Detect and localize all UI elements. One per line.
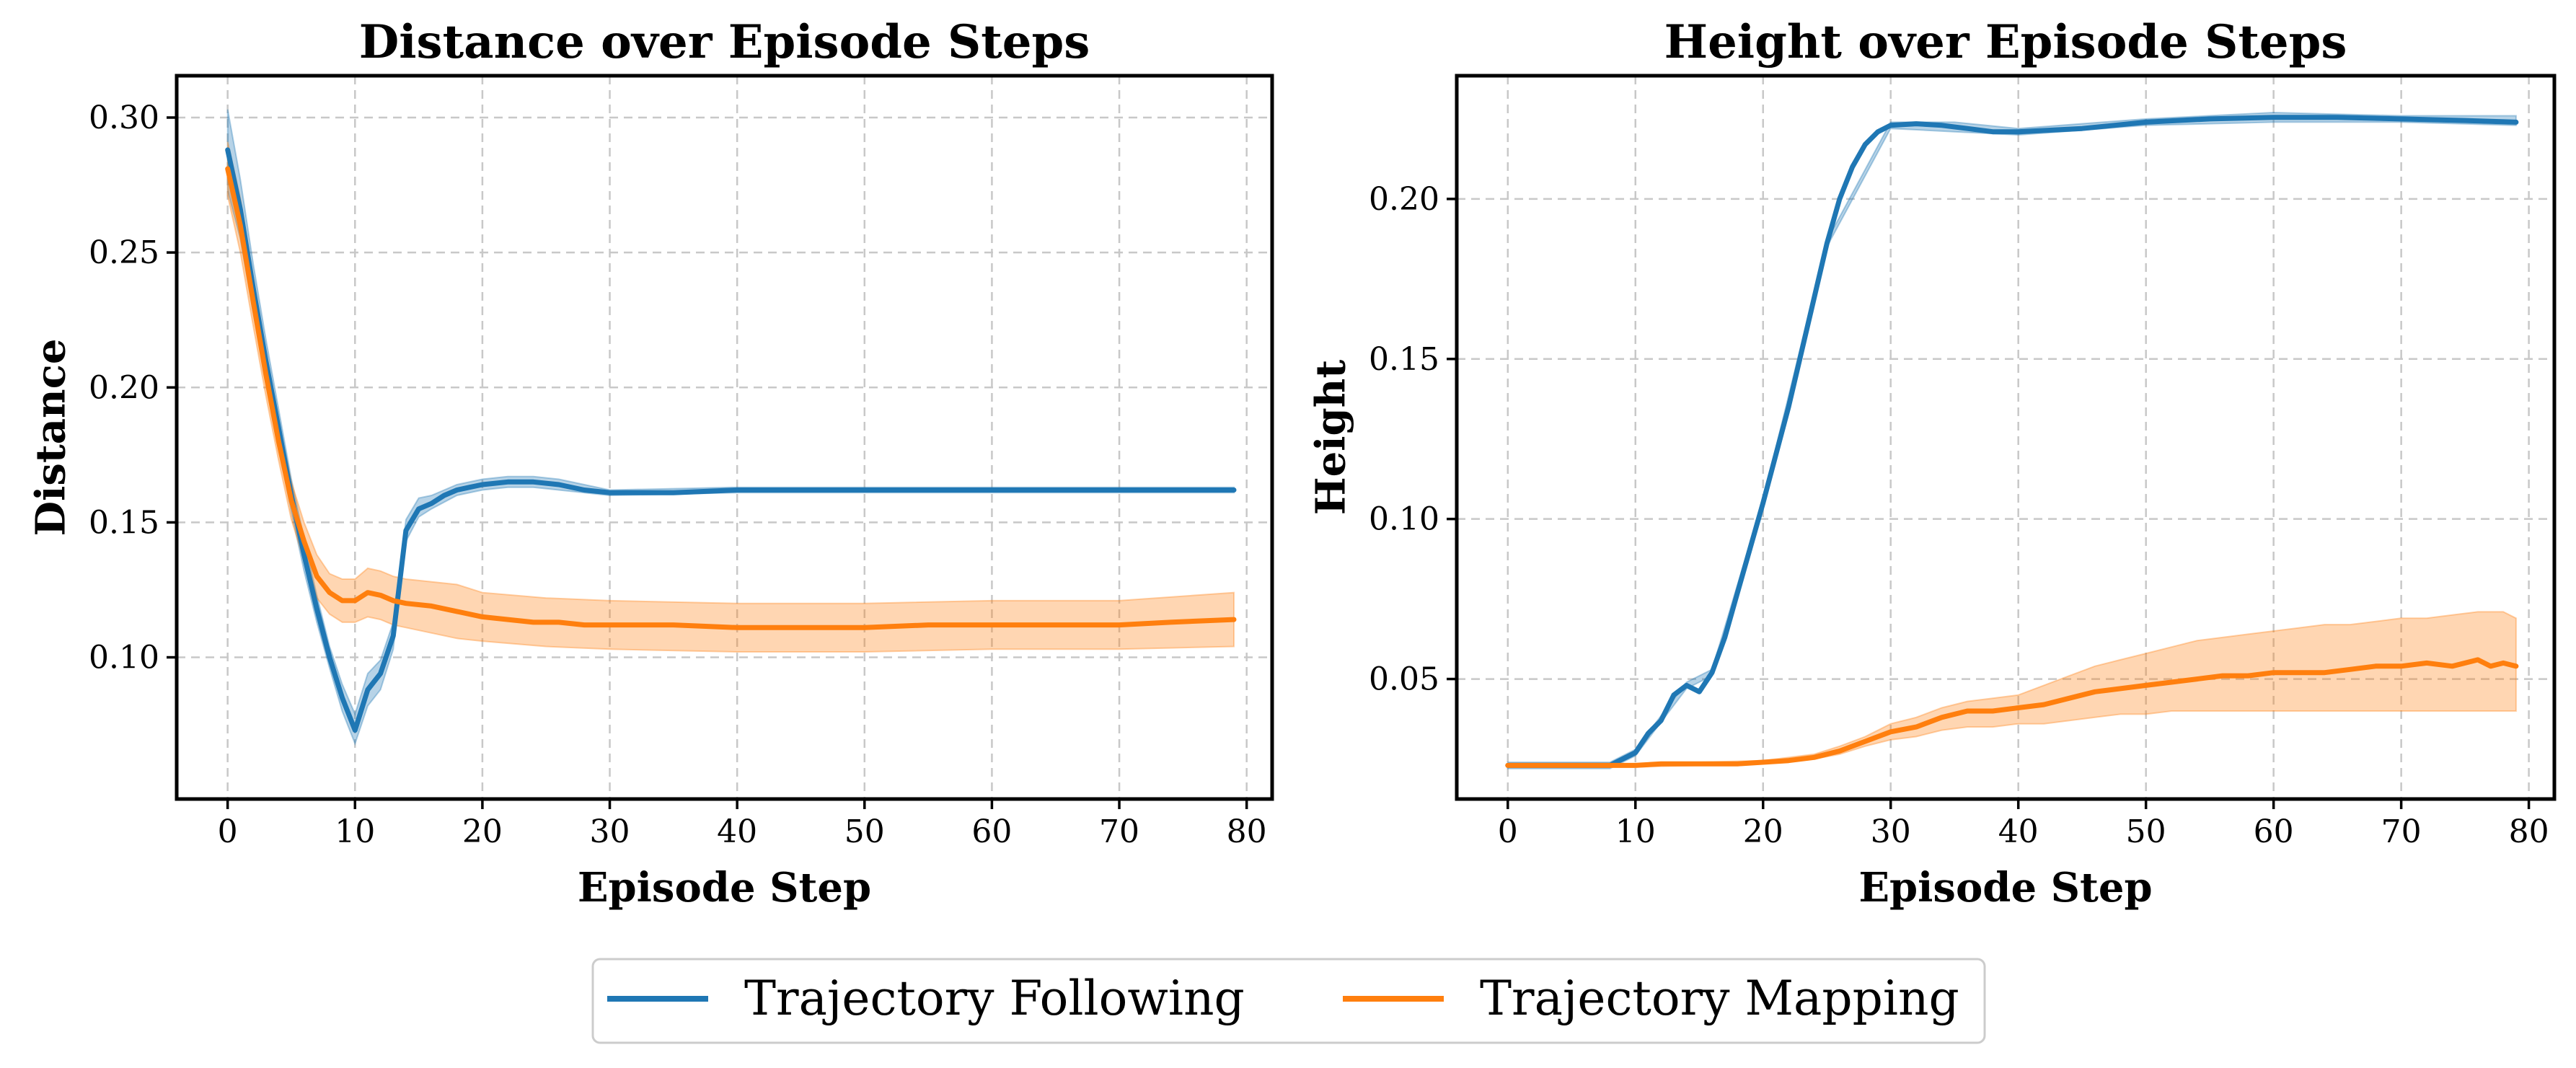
height-x-tick-label-30: 30 bbox=[1871, 813, 1911, 850]
distance-x-ticks: 0 10 20 30 40 50 60 70 80 bbox=[218, 799, 1267, 850]
distance-y-tick-label-0-20: 0.20 bbox=[89, 369, 159, 406]
distance-bands bbox=[226, 109, 1235, 746]
height-x-tick-label-50: 50 bbox=[2126, 813, 2166, 850]
distance-x-tick-label-70: 70 bbox=[1099, 813, 1139, 850]
distance-chart-title: Distance over Episode Steps bbox=[359, 15, 1090, 69]
height-band-trajectory-mapping bbox=[1507, 611, 2517, 768]
distance-band-trajectory-mapping bbox=[226, 141, 1235, 653]
distance-y-axis-label: Distance bbox=[27, 339, 75, 537]
height-chart-title: Height over Episode Steps bbox=[1664, 15, 2347, 69]
height-chart: Height over Episode Steps 0 10 20 30 40 50 60 7… bbox=[1307, 15, 2557, 912]
height-y-tick-label-0-20: 0.20 bbox=[1369, 181, 1439, 218]
height-x-tick-label-10: 10 bbox=[1615, 813, 1656, 850]
distance-y-tick-label-0-15: 0.15 bbox=[89, 504, 159, 541]
distance-x-tick-label-50: 50 bbox=[844, 813, 885, 850]
distance-band-trajectory-following bbox=[226, 109, 1235, 746]
height-grid bbox=[1457, 76, 2554, 799]
legend-label-trajectory-mapping: Trajectory Mapping bbox=[1480, 971, 1959, 1026]
distance-x-axis-label: Episode Step bbox=[578, 864, 871, 912]
distance-x-tick-label-0: 0 bbox=[218, 813, 238, 850]
height-x-tick-label-40: 40 bbox=[1998, 813, 2039, 850]
height-x-ticks: 0 10 20 30 40 50 60 70 80 bbox=[1498, 799, 2549, 850]
distance-grid bbox=[177, 76, 1272, 799]
height-x-tick-label-60: 60 bbox=[2254, 813, 2294, 850]
height-y-axis-label: Height bbox=[1307, 360, 1355, 516]
height-y-tick-label-0-15: 0.15 bbox=[1369, 341, 1439, 378]
distance-x-tick-label-30: 30 bbox=[590, 813, 630, 850]
height-lines bbox=[1505, 115, 2519, 768]
distance-y-tick-label-0-30: 0.30 bbox=[89, 100, 159, 136]
distance-lines bbox=[225, 147, 1237, 733]
distance-chart: Distance over Episode Steps 0 10 20 30 40 50 6… bbox=[27, 15, 1274, 912]
height-x-tick-label-20: 20 bbox=[1743, 813, 1783, 850]
height-x-tick-label-0: 0 bbox=[1498, 813, 1518, 850]
legend: Trajectory Following Trajectory Mapping bbox=[591, 958, 1986, 1044]
height-x-axis-label: Episode Step bbox=[1858, 864, 2152, 912]
height-y-tick-label-0-10: 0.10 bbox=[1369, 501, 1439, 538]
height-line-trajectory-following bbox=[1505, 115, 2519, 768]
height-y-ticks: 0.05 0.10 0.15 0.20 bbox=[1369, 181, 1457, 698]
distance-x-tick-label-20: 20 bbox=[462, 813, 503, 850]
distance-x-tick-label-10: 10 bbox=[335, 813, 375, 850]
legend-box bbox=[591, 958, 1986, 1044]
height-bands bbox=[1507, 111, 2517, 769]
distance-axes-frame bbox=[175, 74, 1274, 801]
distance-x-tick-label-80: 80 bbox=[1227, 813, 1267, 850]
distance-y-ticks: 0.10 0.15 0.20 0.25 0.30 bbox=[89, 100, 177, 676]
height-line-trajectory-mapping bbox=[1505, 657, 2519, 768]
height-x-tick-label-80: 80 bbox=[2509, 813, 2549, 850]
height-axes-frame bbox=[1455, 74, 2557, 801]
distance-x-tick-label-40: 40 bbox=[717, 813, 757, 850]
height-y-tick-label-0-05: 0.05 bbox=[1369, 661, 1439, 698]
distance-x-tick-label-60: 60 bbox=[971, 813, 1012, 850]
distance-y-tick-label-0-10: 0.10 bbox=[89, 640, 159, 676]
distance-y-tick-label-0-25: 0.25 bbox=[89, 234, 159, 271]
legend-label-trajectory-following: Trajectory Following bbox=[744, 971, 1245, 1026]
height-x-tick-label-70: 70 bbox=[2381, 813, 2422, 850]
distance-line-trajectory-mapping bbox=[225, 166, 1237, 630]
